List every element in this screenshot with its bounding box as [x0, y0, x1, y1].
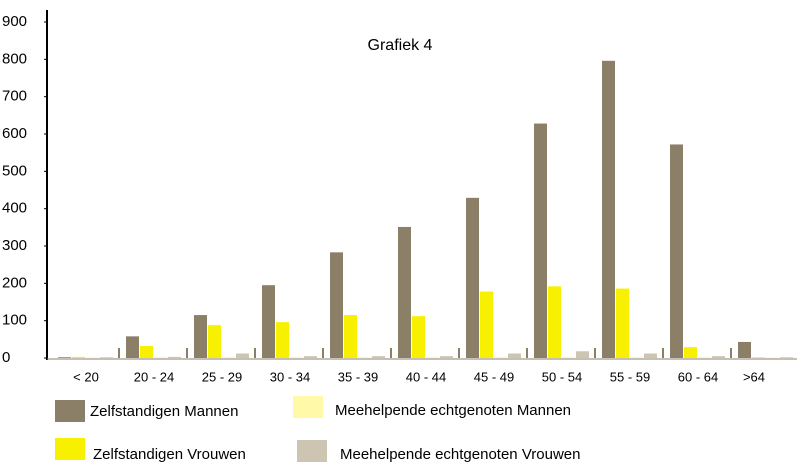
- bar: [262, 285, 275, 358]
- bar: [140, 346, 153, 358]
- bar: [766, 357, 779, 359]
- x-tick-label: 50 - 54: [542, 369, 582, 384]
- bar: [738, 341, 751, 358]
- bar: [670, 144, 683, 358]
- bar: [194, 315, 207, 358]
- bar: [644, 353, 657, 358]
- legend-swatch: [293, 396, 323, 418]
- x-tick-label: >64: [743, 369, 765, 384]
- x-tick-label: 20 - 24: [134, 369, 174, 384]
- legend-label: Meehelpende echtgenoten Mannen: [335, 402, 571, 419]
- x-tick-label: 40 - 44: [406, 369, 446, 384]
- bar: [466, 197, 479, 358]
- bar: [534, 123, 547, 359]
- y-tick-label: 0: [2, 349, 10, 366]
- bar: [168, 356, 181, 358]
- y-tick-label: 100: [2, 312, 27, 329]
- bar: [330, 252, 343, 358]
- bar: [358, 356, 371, 358]
- bar: [276, 322, 289, 358]
- y-tick-label: 200: [2, 274, 27, 291]
- bar: [222, 356, 235, 358]
- bar: [576, 351, 589, 358]
- bar: [712, 356, 725, 358]
- bar: [372, 356, 385, 358]
- bar: [154, 356, 167, 358]
- bar: [398, 226, 411, 358]
- y-tick-label: 600: [2, 125, 27, 142]
- bar: [780, 357, 793, 358]
- x-tick-label: < 20: [73, 369, 99, 384]
- bar: [630, 356, 643, 358]
- legend-label: Meehelpende echtgenoten Vrouwen: [340, 446, 580, 463]
- bar: [304, 356, 317, 358]
- bar: [412, 316, 425, 358]
- bar: [236, 353, 249, 358]
- y-tick-label: 400: [2, 200, 27, 217]
- x-tick-label: 55 - 59: [610, 369, 650, 384]
- x-tick-label: 35 - 39: [338, 369, 378, 384]
- y-tick-label: 500: [2, 162, 27, 179]
- bar: [440, 356, 453, 358]
- chart-title: Grafiek 4: [368, 37, 433, 54]
- bar: [562, 356, 575, 358]
- y-tick-label: 800: [2, 50, 27, 67]
- legend-swatch: [55, 438, 85, 460]
- bar: [480, 291, 493, 358]
- bar: [508, 353, 521, 358]
- x-tick-label: 60 - 64: [678, 369, 718, 384]
- bar: [86, 357, 99, 358]
- bar: [100, 357, 113, 358]
- bar: [208, 325, 221, 358]
- y-tick-label: 300: [2, 237, 27, 254]
- bar: [494, 356, 507, 358]
- bar: [344, 315, 357, 358]
- bar: [58, 357, 71, 358]
- bar: [752, 357, 765, 358]
- bar: [126, 336, 139, 358]
- legend-swatch: [55, 400, 85, 422]
- bar: [290, 356, 303, 358]
- bar: [548, 286, 561, 358]
- bar: [602, 60, 615, 359]
- legend-label: Zelfstandigen Vrouwen: [93, 446, 246, 463]
- bar: [684, 347, 697, 358]
- bar: [426, 356, 439, 358]
- bar: [616, 288, 629, 358]
- x-tick-label: 30 - 34: [270, 369, 310, 384]
- x-tick-label: 25 - 29: [202, 369, 242, 384]
- x-tick-label: 45 - 49: [474, 369, 514, 384]
- legend-swatch: [297, 440, 327, 462]
- y-tick-label: 900: [2, 13, 27, 30]
- bar: [72, 356, 85, 358]
- y-tick-label: 700: [2, 88, 27, 105]
- legend-label: Zelfstandigen Mannen: [90, 403, 238, 420]
- bar: [698, 356, 711, 358]
